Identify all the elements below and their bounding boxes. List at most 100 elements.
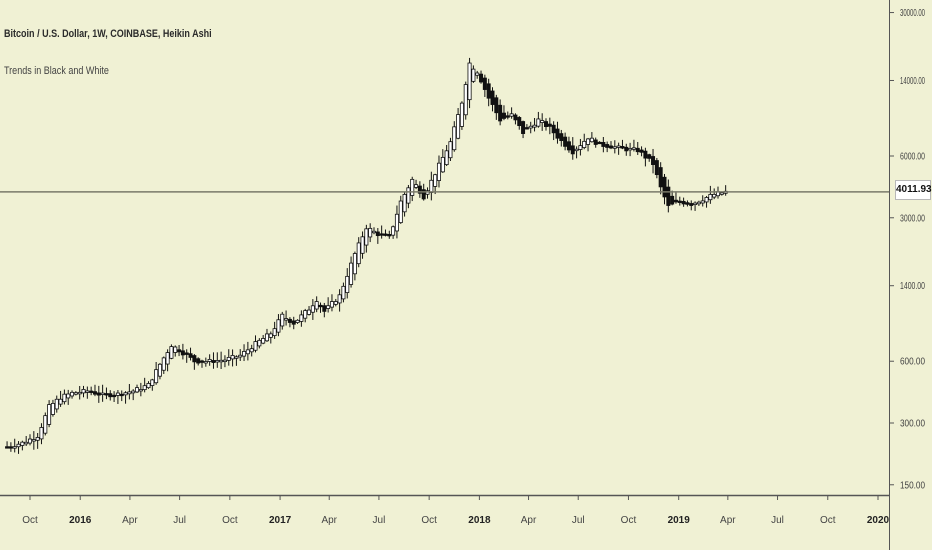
candle xyxy=(429,171,434,201)
candle-body xyxy=(559,133,564,141)
candle-body xyxy=(639,149,644,153)
candle-body xyxy=(540,120,545,123)
candle-body xyxy=(169,346,174,359)
candle xyxy=(471,65,476,83)
candle xyxy=(440,149,445,173)
candle-body xyxy=(89,390,94,393)
candle-body xyxy=(673,199,678,203)
candle-body xyxy=(467,62,472,101)
candle xyxy=(177,345,182,357)
candle xyxy=(563,132,568,151)
candle xyxy=(616,142,621,155)
candle xyxy=(165,349,170,372)
candle-body xyxy=(563,136,568,147)
candle-body xyxy=(532,124,537,128)
candle xyxy=(215,352,220,368)
y-tick-label: 14000.00 xyxy=(900,76,925,87)
candle-body xyxy=(383,233,388,236)
candle xyxy=(89,386,94,396)
candle-body xyxy=(337,294,342,304)
candle xyxy=(589,132,594,143)
candle-body xyxy=(238,354,243,358)
candle xyxy=(498,99,503,126)
candle xyxy=(494,94,499,120)
candle xyxy=(100,384,105,402)
candle-body xyxy=(108,393,113,398)
candle-body xyxy=(20,441,25,446)
candle-body xyxy=(66,393,71,399)
candle-body xyxy=(47,404,52,425)
candle-body xyxy=(364,228,369,246)
candle-body xyxy=(440,156,445,173)
candle-body xyxy=(58,398,63,405)
candle xyxy=(70,390,75,399)
candle xyxy=(150,378,155,391)
candle xyxy=(173,345,178,357)
candle-body xyxy=(494,97,499,114)
candle-body xyxy=(448,141,453,159)
candle-body xyxy=(681,200,686,205)
x-tick-label: Jul xyxy=(373,515,386,526)
candle xyxy=(605,141,610,153)
candle xyxy=(127,384,132,400)
candle xyxy=(280,311,285,330)
candle-body xyxy=(39,427,44,440)
candle xyxy=(540,113,545,131)
candle-body xyxy=(284,318,289,321)
candle-body xyxy=(146,383,151,389)
candle xyxy=(192,354,197,370)
candle-body xyxy=(303,310,308,319)
candle-body xyxy=(119,393,124,397)
candle xyxy=(39,423,44,445)
candle-body xyxy=(528,125,533,129)
candle-body xyxy=(253,341,258,351)
candle xyxy=(513,113,518,125)
candle xyxy=(272,321,277,339)
chart-legend: Bitcoin / U.S. Dollar, 1W, COINBASE, Hei… xyxy=(4,27,212,79)
candle xyxy=(670,190,675,206)
candle-body xyxy=(647,154,652,159)
candle xyxy=(261,335,266,345)
candle xyxy=(410,176,415,202)
candle xyxy=(219,351,224,369)
candle xyxy=(612,140,617,154)
candle xyxy=(104,387,109,400)
candle-body xyxy=(666,186,671,206)
candle-body xyxy=(115,392,120,396)
candle xyxy=(188,347,193,361)
candle xyxy=(398,195,403,224)
candle-body xyxy=(662,176,667,198)
candle xyxy=(96,385,101,403)
candle xyxy=(20,440,25,451)
candle-body xyxy=(605,144,610,148)
candle-body xyxy=(96,392,101,396)
candle xyxy=(322,302,327,318)
x-tick-label: Oct xyxy=(222,515,238,526)
candle xyxy=(131,389,136,401)
candle-body xyxy=(257,339,262,347)
candle xyxy=(436,155,441,188)
candle-body xyxy=(295,319,300,323)
candle xyxy=(417,181,422,198)
candle xyxy=(142,377,147,393)
y-tick-label: 30000.00 xyxy=(900,8,925,19)
candle xyxy=(673,191,678,204)
candle xyxy=(662,173,667,205)
candle xyxy=(582,133,587,150)
candle-body xyxy=(280,313,285,327)
candle xyxy=(341,282,346,303)
candle xyxy=(654,157,659,179)
candle xyxy=(394,205,399,239)
candle xyxy=(349,256,354,288)
candle xyxy=(448,137,453,162)
candle-body xyxy=(513,114,518,121)
candle-body xyxy=(307,309,312,315)
candle-body xyxy=(574,148,579,152)
candle-body xyxy=(12,446,17,449)
candle-body xyxy=(31,439,36,442)
candle-body xyxy=(112,394,117,398)
candle-body xyxy=(345,275,350,294)
x-tick-label: Apr xyxy=(321,515,337,526)
candle-body xyxy=(505,115,510,118)
candle xyxy=(689,200,694,211)
